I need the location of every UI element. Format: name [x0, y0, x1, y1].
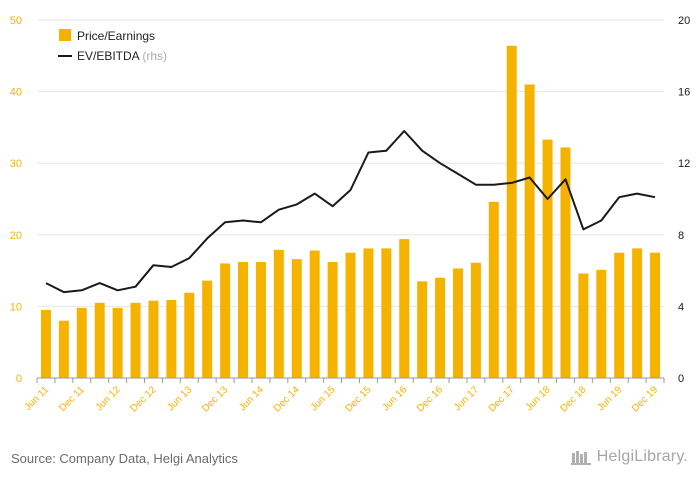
legend-label-ev-ebitda: EV/EBITDA (rhs)	[77, 49, 167, 63]
x-axis: Jun 11 Dec 11 Jun 12 Dec 12 Jun 13 Dec 13 Jun …	[23, 377, 665, 415]
bar	[273, 249, 284, 378]
bar	[345, 252, 356, 378]
bar	[488, 201, 499, 378]
legend-label-price-earnings: Price/Earnings	[77, 29, 155, 43]
ev-ebitda-line	[45, 130, 656, 294]
x-tick-label: Dec 19	[630, 384, 660, 414]
left-tick-label: 30	[10, 158, 22, 170]
bar	[632, 248, 643, 378]
bar	[327, 262, 338, 378]
bar	[381, 248, 392, 378]
bar	[417, 281, 428, 378]
right-tick-label: 4	[678, 301, 684, 313]
bar	[112, 307, 123, 378]
bar	[220, 263, 231, 378]
x-tick-label: Jun 13	[165, 384, 194, 413]
x-tick-label: Jun 17	[452, 384, 481, 413]
bar	[166, 299, 177, 378]
bar	[452, 268, 463, 378]
bar	[255, 262, 266, 378]
left-tick-label: 0	[16, 373, 22, 385]
bar	[542, 139, 553, 378]
x-tick-label: Dec 14	[272, 384, 302, 414]
left-tick-label: 20	[10, 230, 22, 242]
bar	[291, 259, 302, 378]
bar	[363, 248, 374, 378]
bar	[184, 292, 195, 378]
bar	[506, 45, 517, 378]
right-axis: 0 4 8 12 16 20	[678, 15, 690, 385]
bar	[94, 302, 105, 378]
left-tick-label: 50	[10, 15, 22, 27]
chart-area: 0 10 20 30 40 50 0 4 8 12 16 20 Jun 11 Dec 11 Jun 12…	[10, 15, 691, 415]
x-tick-label: Jun 14	[237, 384, 266, 413]
left-tick-label: 10	[10, 301, 22, 313]
left-axis: 0 10 20 30 40 50	[10, 15, 22, 385]
right-tick-label: 16	[678, 87, 690, 99]
x-tick-label: Jun 11	[23, 384, 52, 413]
bar	[40, 309, 51, 378]
brand-name: HelgiLibrary.	[596, 448, 688, 465]
bar	[435, 277, 446, 378]
bar	[470, 262, 481, 378]
x-tick-label: Dec 12	[128, 384, 158, 414]
x-tick-label: Jun 16	[380, 384, 409, 413]
x-tick-label: Jun 19	[595, 384, 624, 413]
left-tick-label: 40	[10, 87, 22, 99]
bar	[202, 280, 213, 378]
bar	[578, 273, 589, 378]
bar	[148, 300, 159, 378]
price-earnings-bars	[40, 45, 661, 378]
bar	[238, 262, 249, 378]
bar	[614, 252, 625, 378]
x-tick-label: Dec 17	[487, 384, 517, 414]
x-tick-label: Dec 15	[343, 384, 373, 414]
bar	[130, 302, 141, 378]
x-tick-label: Dec 11	[57, 384, 87, 414]
x-tick-label: Jun 15	[309, 384, 338, 413]
bar	[524, 84, 535, 378]
right-tick-label: 0	[678, 373, 684, 385]
bar	[309, 250, 320, 378]
legend-swatch-price-earnings	[59, 29, 71, 41]
source-note: Source: Company Data, Helgi Analytics	[11, 451, 238, 466]
right-tick-label: 8	[678, 230, 684, 242]
bar	[596, 269, 607, 378]
right-tick-label: 20	[678, 15, 690, 27]
bar	[76, 307, 87, 378]
x-tick-label: Jun 18	[524, 384, 553, 413]
x-tick-label: Dec 13	[200, 384, 230, 414]
bar	[58, 320, 69, 378]
legend: Price/Earnings EV/EBITDA (rhs)	[58, 29, 167, 63]
bookshelf-icon	[570, 451, 591, 465]
right-tick-label: 12	[678, 158, 690, 170]
x-tick-label: Dec 18	[558, 384, 588, 414]
gridlines	[37, 19, 664, 307]
bar	[560, 147, 571, 378]
bar	[650, 252, 661, 378]
helgi-library-logo: HelgiLibrary.	[570, 448, 688, 466]
x-tick-label: Jun 12	[94, 384, 123, 413]
bar	[399, 239, 410, 378]
x-tick-label: Dec 16	[415, 384, 445, 414]
